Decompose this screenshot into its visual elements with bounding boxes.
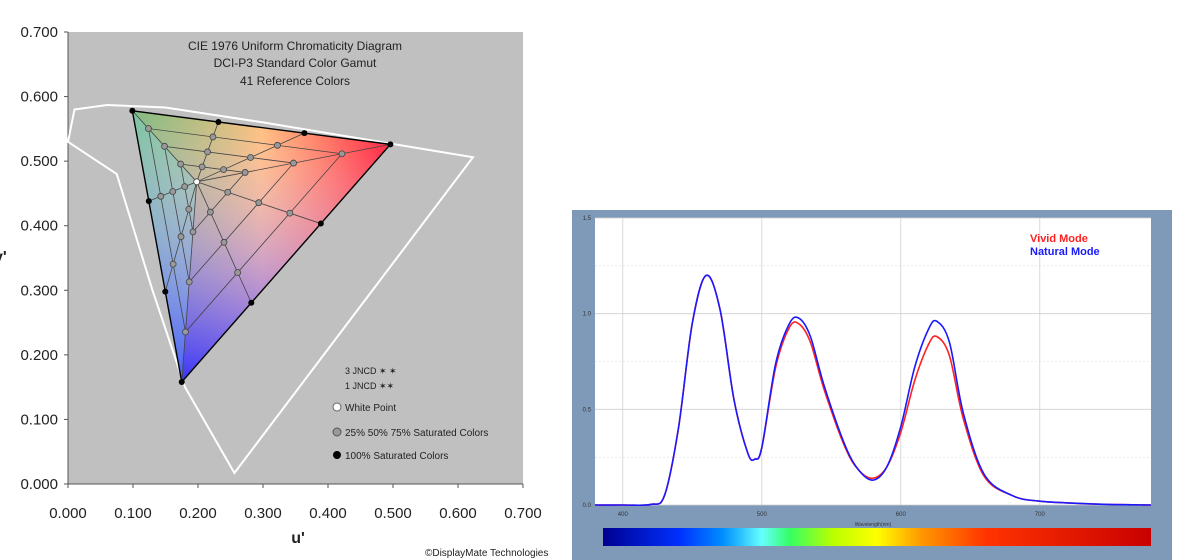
full-saturation-point (317, 220, 324, 227)
full-saturation-point (301, 130, 308, 137)
cie-y-tick-label: 0.300 (20, 282, 58, 299)
spectrum-x-tick-label: 500 (757, 512, 768, 518)
cie-x-axis-label: u' (291, 530, 305, 547)
cie-x-tick-label: 0.300 (244, 505, 282, 522)
cie-x-tick-label: 0.200 (179, 505, 217, 522)
spectrum-x-tick-label: 700 (1035, 512, 1046, 518)
saturation-ring (147, 128, 343, 333)
legend-vivid-mode: Vivid Mode (1030, 233, 1088, 245)
partial-saturation-point (198, 163, 206, 171)
gamut-outline (131, 109, 392, 384)
legend-natural-mode: Natural Mode (1030, 246, 1100, 258)
spectrum-x-axis-label: Wavelength(nm) (855, 522, 892, 528)
natural-mode-line (594, 274, 1152, 507)
spectrum-gridlines (595, 217, 1151, 506)
spectrum-x-tick-label: 400 (618, 512, 629, 518)
cie-y-tick-label: 0.200 (20, 347, 58, 364)
spectrum-y-tick-label: 0.0 (583, 503, 592, 509)
partial-saturation-point (274, 141, 281, 149)
gamut-fill-cyan (132, 110, 197, 382)
partial-saturation-point (255, 199, 263, 207)
cie-y-tick-label: 0.000 (20, 476, 58, 493)
cie-x-tick-label: 0.000 (49, 505, 87, 522)
spectrum-y-tick-label: 1.5 (583, 216, 592, 222)
cie-chromaticity-chart: CIE 1976 Uniform Chromaticity Diagram DC… (0, 24, 548, 559)
cie-y-tick-label: 0.400 (20, 218, 58, 235)
partial-saturation-point (234, 269, 242, 276)
full-saturation-point (215, 118, 222, 125)
cie-title-line-2: DCI-P3 Standard Color Gamut (214, 56, 377, 70)
cie-y-tick-label: 0.100 (20, 411, 58, 428)
partial-saturation-point (169, 260, 177, 268)
partial-saturation-point (157, 192, 165, 200)
reference-points (129, 107, 394, 385)
partial-saturation-point (189, 228, 197, 236)
cie-title-line-3: 41 Reference Colors (240, 74, 350, 88)
spectrum-y-tick-labels: 0.0 0.5 1.0 1.5 (583, 216, 592, 509)
partial-saturation-point (169, 188, 177, 195)
spectrum-y-tick-label: 0.5 (583, 407, 592, 413)
cie-plot-area (68, 32, 523, 484)
partial-saturation-point (185, 278, 193, 286)
partial-saturation-point (181, 183, 189, 191)
full-saturation-point (178, 378, 185, 385)
spectrum-x-tick-labels: 400 500 600 700 (618, 512, 1046, 518)
partial-saturation-point (204, 148, 211, 156)
partial-saturation-point (145, 125, 152, 132)
full-saturation-point (145, 198, 152, 205)
partial-saturation-point (286, 209, 294, 217)
cie-x-tick-labels: 0.000 0.100 0.200 0.300 0.400 0.500 0.600 0.700 (49, 505, 542, 522)
cie-title-line-1: CIE 1976 Uniform Chromaticity Diagram (188, 39, 402, 53)
cie-x-tick-label: 0.600 (439, 505, 477, 522)
credit-text: ©DisplayMate Technologies (425, 548, 548, 559)
saturation-ring (164, 145, 295, 283)
partial-saturation-point (247, 154, 254, 161)
saturation-ring (180, 163, 246, 233)
partial-saturation-point (224, 188, 232, 196)
spectrum-chart: 400 500 600 700 0.0 0.5 1.0 1.5 Wavelength(nm)… (572, 210, 1172, 560)
legend-white-point-marker (332, 402, 342, 412)
spectral-locus-curve (66, 103, 475, 475)
partial-saturation-point (206, 208, 214, 216)
full-saturation-point (248, 299, 255, 306)
legend-3jncd: 3 JNCD ✶ ✶ (345, 366, 397, 376)
partial-saturation-point (338, 150, 346, 158)
cie-y-tick-label: 0.700 (20, 24, 58, 41)
partial-saturation-point (220, 166, 228, 174)
cie-y-tick-labels: 0.000 0.100 0.200 0.300 0.400 0.500 0.600 0.700 (20, 24, 58, 493)
partial-saturation-point (185, 205, 193, 213)
legend-white-point-label: White Point (345, 403, 396, 414)
partial-saturation-point (220, 238, 228, 246)
white-point-marker (193, 178, 201, 186)
legend-1jncd: 1 JNCD ✶✶ (345, 381, 394, 391)
cie-y-axis-label: v' (0, 249, 7, 266)
cie-gridlines (64, 31, 524, 488)
legend-full-saturation-marker (333, 451, 341, 459)
cie-x-tick-label: 0.500 (374, 505, 412, 522)
full-saturation-point (162, 288, 169, 295)
partial-saturation-point (177, 160, 185, 168)
spectrum-series (594, 274, 1152, 507)
cie-x-tick-label: 0.100 (114, 505, 152, 522)
partial-saturation-point (182, 328, 189, 336)
cie-x-tick-label: 0.700 (504, 505, 542, 522)
legend-partial-saturation-marker (332, 427, 342, 437)
spectrum-y-tick-label: 1.0 (583, 312, 592, 318)
cie-y-tick-label: 0.600 (20, 89, 58, 106)
legend-partial-saturation-label: 25% 50% 75% Saturated Colors (345, 428, 488, 439)
partial-saturation-point (241, 169, 249, 176)
cie-legend: 3 JNCD ✶ ✶ 1 JNCD ✶✶ White Point 25% 50%… (332, 366, 488, 462)
partial-saturation-point (209, 133, 217, 141)
legend-full-saturation-label: 100% Saturated Colors (345, 451, 448, 462)
wavelength-color-bar (603, 528, 1151, 546)
cie-x-tick-label: 0.400 (309, 505, 347, 522)
full-saturation-point (387, 141, 394, 148)
partial-saturation-point (177, 233, 185, 241)
partial-saturation-point (290, 159, 297, 167)
full-saturation-point (129, 107, 136, 114)
partial-saturation-point (161, 142, 168, 150)
cie-y-tick-label: 0.500 (20, 153, 58, 170)
spectrum-x-tick-label: 600 (896, 512, 907, 518)
